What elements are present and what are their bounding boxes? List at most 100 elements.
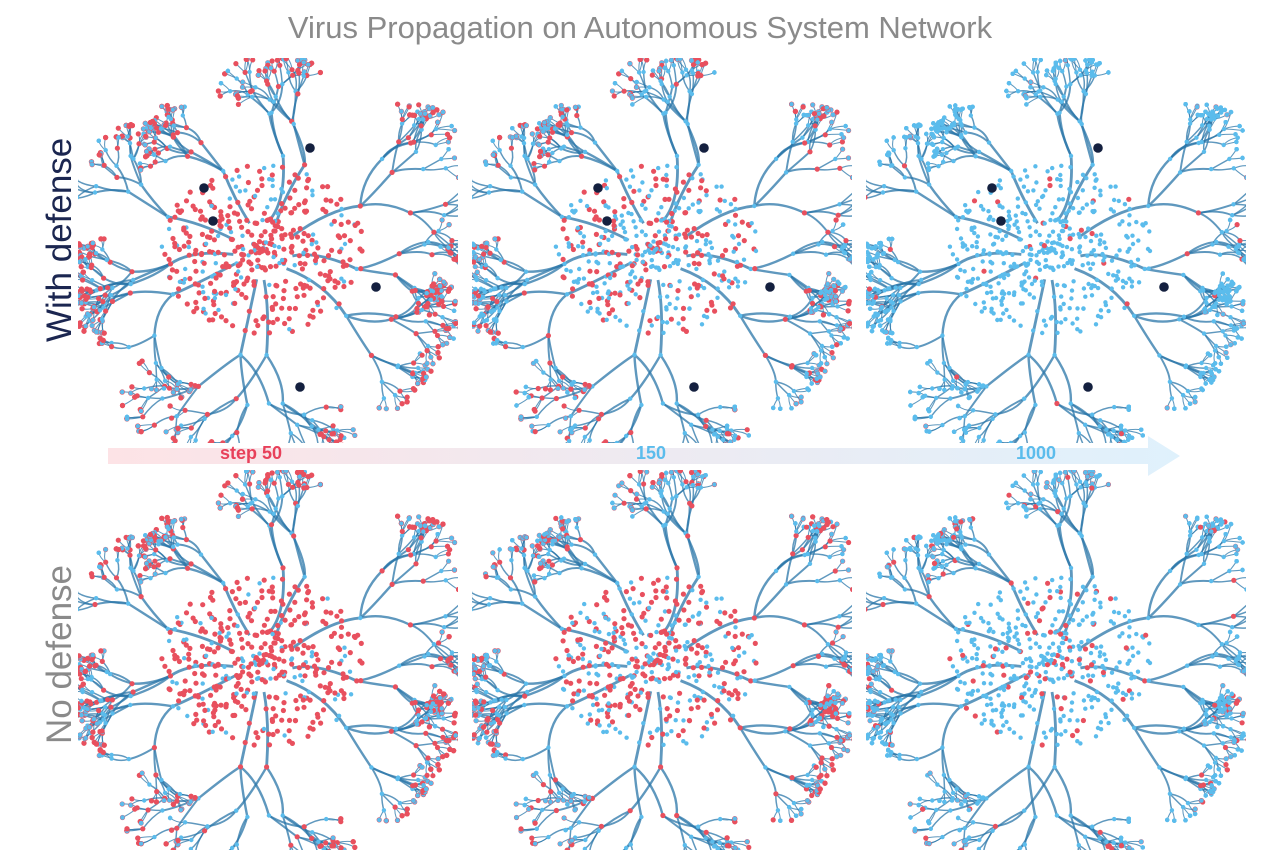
infected-node xyxy=(488,329,493,334)
edge xyxy=(665,113,677,156)
edge xyxy=(185,410,207,414)
infected-node xyxy=(405,395,410,400)
infected-node xyxy=(414,331,419,336)
infected-node xyxy=(116,126,121,131)
susceptible-node xyxy=(823,293,827,297)
susceptible-node xyxy=(201,307,205,311)
infected-node xyxy=(259,176,264,181)
susceptible-node xyxy=(447,222,451,226)
infected-node xyxy=(246,180,251,185)
infected-node xyxy=(185,301,190,306)
susceptible-node xyxy=(267,177,271,181)
susceptible-node xyxy=(189,435,193,439)
susceptible-node xyxy=(503,293,507,297)
infected-node xyxy=(596,416,601,421)
susceptible-node xyxy=(422,242,426,246)
susceptible-node xyxy=(159,127,163,131)
infected-node xyxy=(289,250,294,255)
susceptible-node xyxy=(794,402,798,406)
susceptible-node xyxy=(440,315,444,319)
susceptible-node xyxy=(160,104,164,108)
susceptible-node xyxy=(558,430,562,434)
infected-node xyxy=(411,386,416,391)
susceptible-node xyxy=(250,95,254,99)
edge xyxy=(294,124,305,165)
edge xyxy=(754,172,786,206)
susceptible-node xyxy=(167,227,171,231)
infected-node xyxy=(281,296,286,301)
susceptible-node xyxy=(819,361,823,365)
edge xyxy=(817,159,835,169)
susceptible-node xyxy=(825,282,829,286)
infected-node xyxy=(267,330,272,335)
susceptible-node xyxy=(269,66,273,70)
infected-node xyxy=(208,281,213,286)
infected-node xyxy=(315,300,320,305)
infected-node xyxy=(342,233,347,238)
susceptible-node xyxy=(271,184,275,188)
susceptible-node xyxy=(334,306,338,310)
susceptible-node xyxy=(799,395,803,399)
infected-node xyxy=(408,210,413,215)
infected-node xyxy=(182,244,187,249)
susceptible-node xyxy=(292,122,296,126)
susceptible-node xyxy=(302,60,306,64)
infected-node xyxy=(436,344,441,349)
susceptible-node xyxy=(264,240,268,244)
infected-node xyxy=(227,204,232,209)
susceptible-node xyxy=(343,242,347,246)
susceptible-node xyxy=(814,353,818,357)
susceptible-node xyxy=(820,344,824,348)
edge xyxy=(106,150,117,166)
infected-node xyxy=(291,228,296,233)
susceptible-node xyxy=(418,112,422,116)
susceptible-node xyxy=(789,406,793,410)
infected-node xyxy=(218,93,223,98)
infected-node xyxy=(334,202,339,207)
susceptible-node xyxy=(815,371,819,375)
defense-node xyxy=(295,382,305,392)
infected-node xyxy=(202,296,207,301)
susceptible-node xyxy=(166,115,170,119)
susceptible-node xyxy=(94,184,98,188)
susceptible-node xyxy=(265,205,269,209)
infected-node xyxy=(169,416,174,421)
susceptible-node xyxy=(92,305,96,309)
infected-node xyxy=(562,403,567,408)
edge xyxy=(129,336,155,348)
edge xyxy=(754,159,776,206)
susceptible-node xyxy=(276,211,280,215)
infected-node xyxy=(437,355,442,360)
infected-node xyxy=(275,317,280,322)
susceptible-node xyxy=(269,197,273,201)
infected-node xyxy=(325,184,330,189)
susceptible-node xyxy=(79,301,83,305)
susceptible-node xyxy=(818,319,822,323)
susceptible-node xyxy=(661,401,665,405)
infected-node xyxy=(176,208,181,213)
susceptible-node xyxy=(776,396,780,400)
susceptible-node xyxy=(436,120,440,124)
susceptible-node xyxy=(187,245,191,249)
susceptible-node xyxy=(84,324,88,328)
infected-node xyxy=(219,314,224,319)
edge xyxy=(346,313,396,316)
infected-node xyxy=(214,275,219,280)
susceptible-node xyxy=(110,286,114,290)
susceptible-node xyxy=(824,253,828,257)
infected-node xyxy=(198,217,203,222)
susceptible-node xyxy=(426,344,430,348)
susceptible-node xyxy=(281,401,285,405)
infected-node xyxy=(96,296,101,301)
infected-node xyxy=(313,258,318,263)
infected-node xyxy=(337,301,342,306)
infected-node xyxy=(444,326,449,331)
susceptible-node xyxy=(791,252,795,256)
infected-node xyxy=(103,293,108,298)
infected-node xyxy=(209,178,214,183)
susceptible-node xyxy=(416,366,420,370)
infected-node xyxy=(301,285,306,290)
susceptible-node xyxy=(417,117,421,121)
susceptible-node xyxy=(842,335,846,339)
infected-node xyxy=(293,306,298,311)
